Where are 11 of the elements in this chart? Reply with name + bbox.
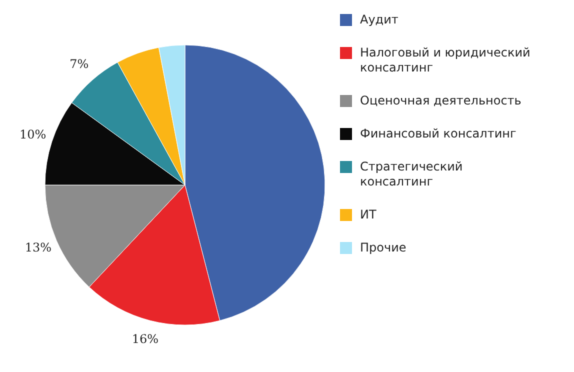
legend-label: Прочие bbox=[360, 240, 406, 254]
legend-label: Аудит bbox=[360, 12, 398, 26]
data-label: 16% bbox=[132, 332, 159, 346]
legend-label: ИТ bbox=[360, 207, 377, 222]
legend-label: Оценочная деятельность bbox=[360, 93, 522, 108]
data-label: 10% bbox=[19, 128, 46, 142]
legend-label: Налоговый и юридический консалтинг bbox=[360, 45, 530, 74]
legend-label: Финансовый консалтинг bbox=[360, 126, 516, 140]
data-label: 13% bbox=[24, 240, 52, 255]
data-label: 7% bbox=[70, 57, 89, 72]
legend-label: Стратегический консалтинг bbox=[360, 159, 463, 188]
